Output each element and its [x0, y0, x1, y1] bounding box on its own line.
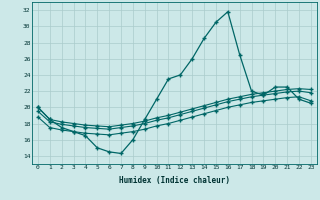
X-axis label: Humidex (Indice chaleur): Humidex (Indice chaleur) — [119, 176, 230, 185]
